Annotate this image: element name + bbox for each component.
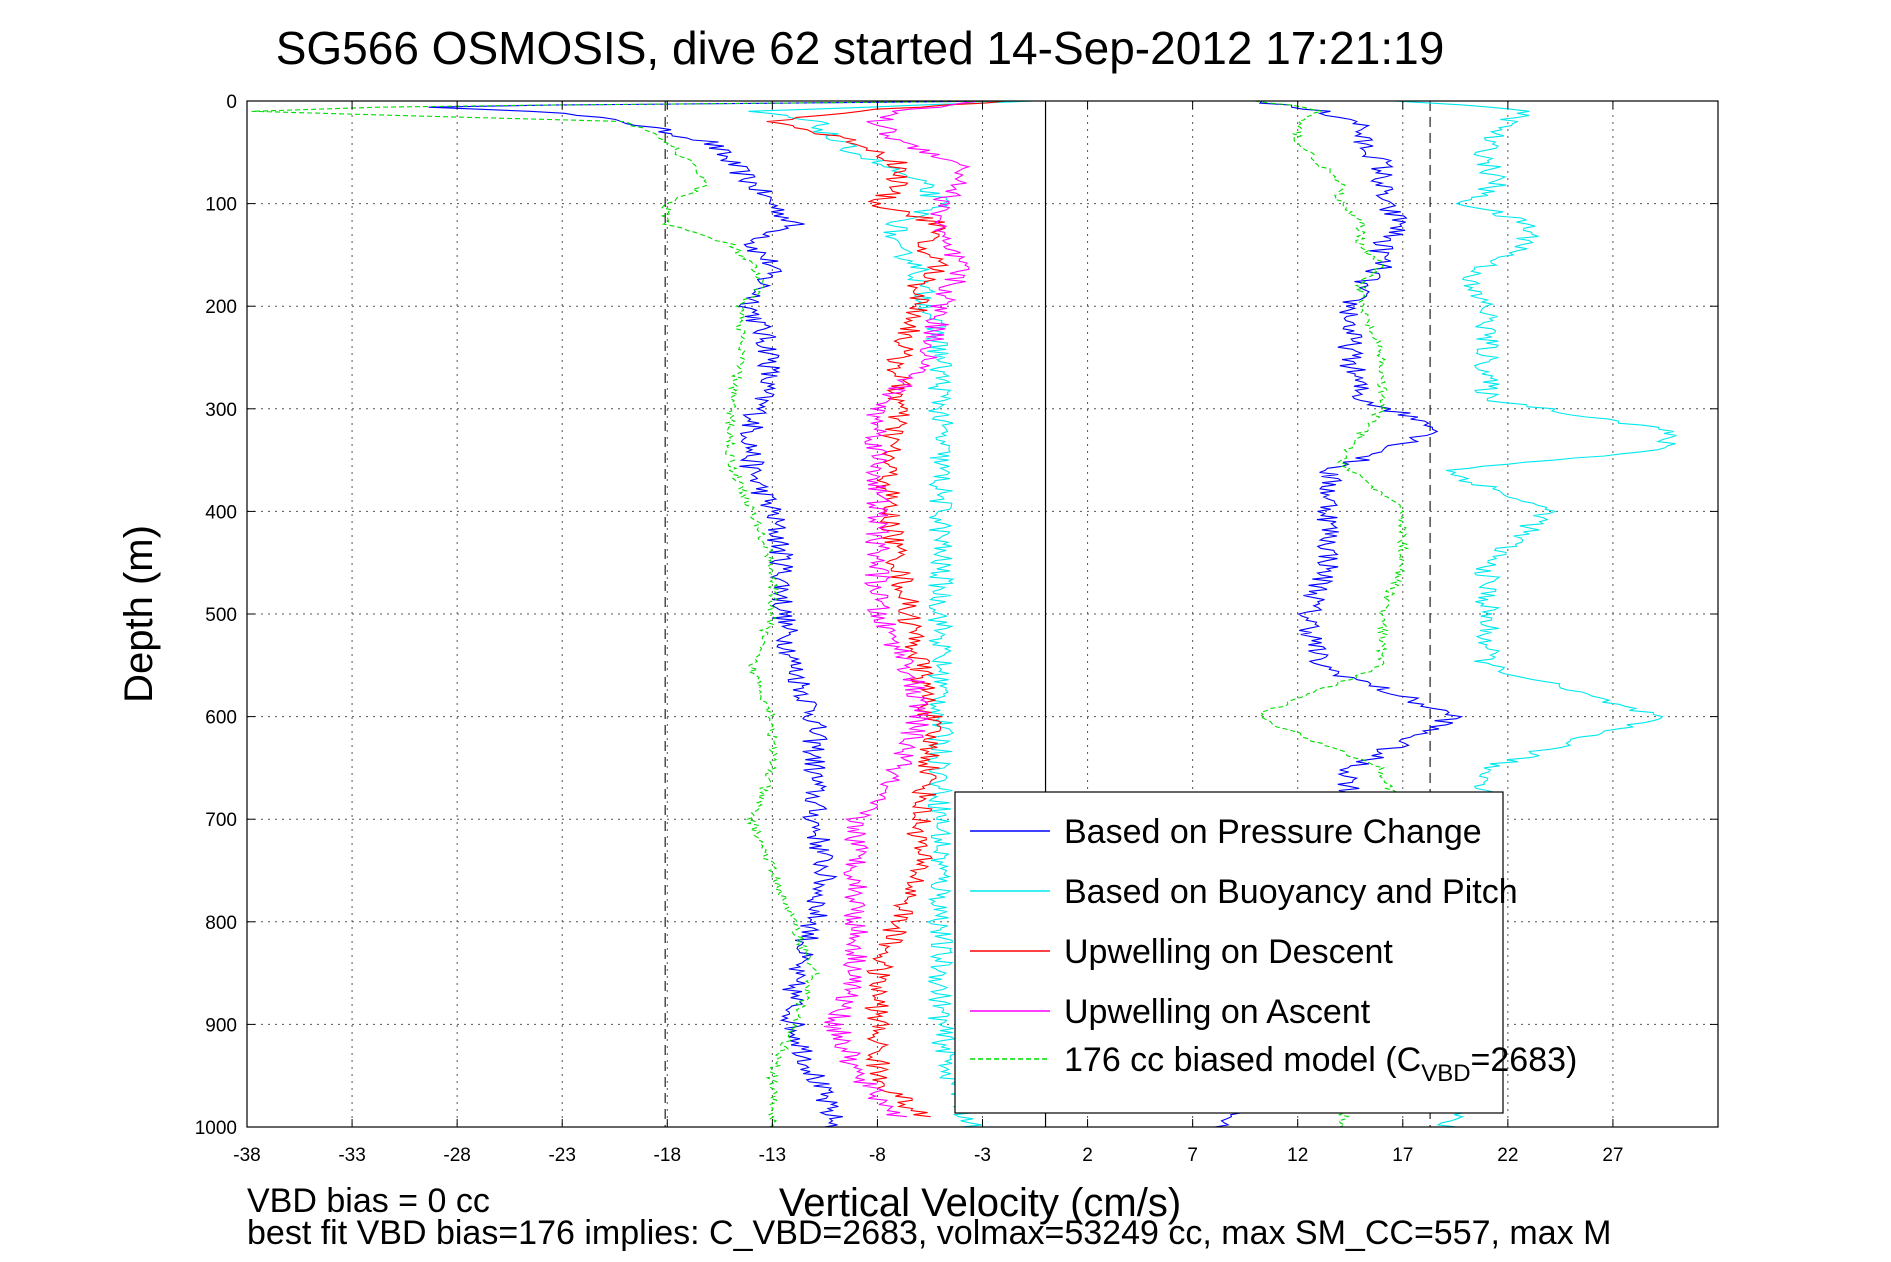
x-tick-label: -13 [759, 1145, 786, 1166]
y-tick-label: 100 [205, 195, 237, 216]
x-tick-label: 27 [1602, 1145, 1623, 1166]
x-tick-label: -3 [974, 1145, 991, 1166]
series-line-3 [824, 100, 982, 1118]
x-axis-ticks: -38 -33 -28 -23 -18 -13 -8 -3 2 7 12 17 22 27 [233, 101, 1623, 1166]
series-line-descent-1 [748, 100, 1035, 1128]
x-tick-label: -23 [548, 1145, 575, 1166]
legend-label-0: Based on Pressure Change [1064, 813, 1482, 851]
legend: Based on Pressure Change Based on Buoyanc… [954, 791, 1577, 1114]
y-tick-label: 0 [226, 92, 237, 113]
legend-label-2: Upwelling on Descent [1064, 933, 1393, 971]
legend-label-1: Based on Buoyancy and Pitch [1064, 873, 1518, 911]
y-tick-label: 600 [205, 708, 237, 729]
y-tick-label: 400 [205, 502, 237, 523]
legend-label-3: Upwelling on Ascent [1064, 993, 1371, 1031]
series-line-2 [766, 100, 1006, 1118]
footer-best-fit: best fit VBD bias=176 implies: C_VBD=268… [247, 1214, 1611, 1252]
x-tick-label: -38 [233, 1145, 260, 1166]
y-tick-label: 300 [205, 400, 237, 421]
y-tick-label: 500 [205, 605, 237, 626]
x-tick-label: 7 [1187, 1145, 1198, 1166]
y-tick-label: 700 [205, 810, 237, 831]
y-axis-label: Depth (m) [117, 525, 161, 703]
x-axis-label: Vertical Velocity (cm/s) [779, 1181, 1181, 1225]
y-tick-label: 1000 [195, 1118, 237, 1139]
series-line-descent-0 [428, 100, 1015, 1128]
y-tick-label: 200 [205, 297, 237, 318]
y-tick-label: 900 [205, 1015, 237, 1036]
x-tick-label: -33 [338, 1145, 365, 1166]
x-tick-label: -28 [443, 1145, 470, 1166]
x-tick-label: 17 [1392, 1145, 1413, 1166]
chart-title: SG566 OSMOSIS, dive 62 started 14-Sep-20… [276, 22, 1445, 74]
x-tick-label: 22 [1497, 1145, 1518, 1166]
footer-bias: VBD bias = 0 cc [247, 1182, 490, 1220]
series-line-descent-4 [251, 100, 1021, 1128]
legend-label-4: 176 cc biased model (CVBD=2683) [1064, 1041, 1577, 1087]
x-tick-label: -8 [869, 1145, 886, 1166]
x-tick-label: 2 [1082, 1145, 1093, 1166]
y-axis-ticks: 0 100 200 300 400 500 600 700 800 900 1000 [195, 92, 1718, 1139]
x-tick-label: 12 [1287, 1145, 1308, 1166]
x-tick-label: -18 [654, 1145, 681, 1166]
y-tick-label: 800 [205, 913, 237, 934]
